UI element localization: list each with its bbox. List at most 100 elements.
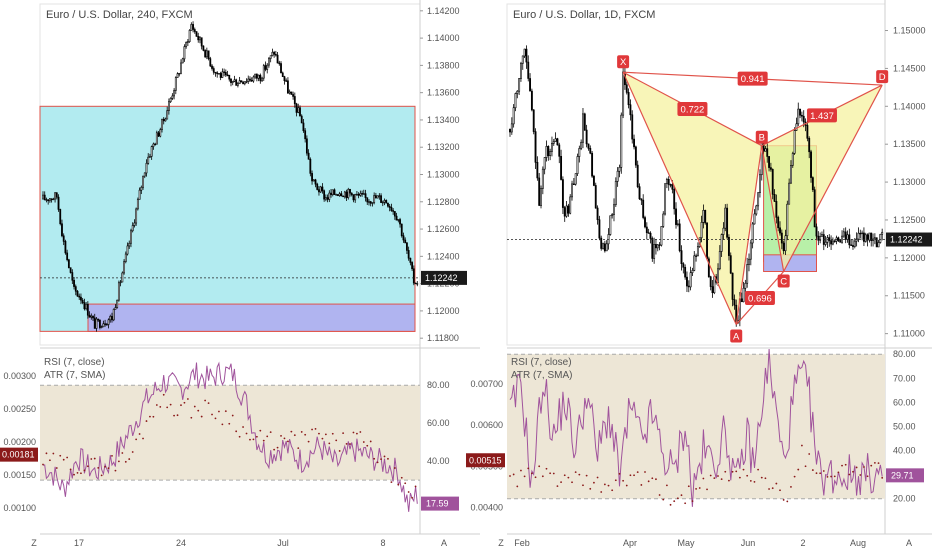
candle-body: [250, 80, 253, 82]
candle-body: [273, 51, 276, 55]
candle-body: [777, 217, 780, 229]
candle-body: [859, 232, 862, 235]
candle-body: [362, 193, 365, 195]
candle-body: [193, 29, 196, 32]
candle-body: [680, 250, 683, 264]
candle-body: [655, 244, 657, 249]
candle-body: [342, 195, 345, 198]
candle-body: [121, 272, 124, 283]
candle-body: [800, 114, 803, 117]
price-tick-label: 1.11800: [427, 333, 459, 343]
atr-dot: [59, 454, 62, 457]
candle-body: [369, 201, 372, 204]
time-tick-label: 8: [380, 538, 385, 548]
candle-body: [205, 50, 208, 58]
point-label-b: B: [759, 133, 765, 144]
atr-dot: [414, 485, 417, 488]
price-tick-label: 1.13200: [427, 142, 460, 152]
atr-dot: [815, 472, 818, 475]
rsi-value-badge: [886, 468, 924, 483]
atr-dot: [155, 404, 158, 406]
candle-body: [569, 196, 572, 214]
atr-dot: [782, 499, 785, 501]
candle-body: [395, 215, 398, 221]
candle-body: [338, 193, 341, 196]
price-tick-label: 1.14000: [893, 101, 926, 111]
price-tick-label: 1.13600: [427, 88, 460, 98]
candle-body: [90, 315, 93, 318]
candle-body: [67, 259, 70, 269]
atr-dot: [636, 471, 639, 474]
candle-body: [350, 192, 353, 195]
candle-body: [684, 267, 687, 278]
chart-eurusd-240[interactable]: 1.14200 1.14000 1.13800 1.13600 1.13400 1.132…: [0, 0, 480, 548]
candle-body: [682, 263, 685, 268]
ratio-label-bd: 1.437: [810, 111, 834, 122]
candle-body: [633, 138, 635, 148]
candle-body: [299, 107, 301, 117]
price-tick-label: 1.13000: [427, 170, 460, 180]
candle-body: [853, 240, 856, 247]
rsi-tick-label: 40.00: [427, 456, 450, 466]
candle-body: [412, 268, 415, 284]
candle-body: [514, 93, 517, 109]
candle-body: [281, 72, 284, 77]
candle-body: [647, 232, 650, 234]
candle-body: [592, 175, 595, 186]
atr-dot: [152, 415, 155, 418]
candle-body: [311, 173, 313, 182]
candle-body: [54, 192, 56, 200]
candle-body: [200, 37, 203, 47]
candle-body: [240, 80, 243, 83]
candle-body: [376, 195, 379, 199]
candle-body: [147, 156, 150, 164]
candle-body: [645, 226, 648, 233]
candle-body: [609, 215, 612, 235]
atr-dot: [574, 471, 577, 474]
rsi-tick-label: 50.00: [893, 421, 916, 431]
atr-dot: [62, 458, 65, 461]
candle-body: [195, 31, 198, 37]
atr-dot: [811, 469, 814, 471]
candle-body: [314, 179, 317, 185]
rsi-value-label: 17.59: [426, 499, 449, 509]
ratio-label-xd: 0.941: [741, 74, 765, 85]
candle-body: [209, 58, 212, 67]
atr-dot: [380, 458, 382, 461]
atr-dot: [149, 415, 151, 418]
candle-body: [347, 188, 350, 199]
candle-body: [74, 286, 77, 292]
atr-dot: [655, 478, 657, 481]
atr-dot: [183, 401, 186, 404]
leg-bc: [761, 145, 785, 272]
chart-title: Euro / U.S. Dollar, 240, FXCM: [46, 9, 193, 21]
time-tick-label: Jul: [277, 538, 289, 548]
atr-dot: [520, 469, 522, 472]
atr-dot: [304, 433, 307, 436]
candle-body: [142, 175, 144, 188]
point-marker-b: [755, 130, 768, 144]
atr-dot: [128, 458, 131, 460]
atr-dot: [833, 475, 836, 478]
candle-body: [821, 234, 823, 237]
atr-dot: [135, 438, 138, 441]
pattern-xab-fill: [623, 72, 762, 325]
candle-body: [521, 55, 524, 64]
candle-body: [571, 183, 573, 198]
atr-dot: [881, 476, 884, 479]
chart-eurusd-1d[interactable]: X A B C D 0.722 0.941 0.696 1.437 1.15000 1.14500 1…: [466, 0, 932, 548]
atr-dot: [523, 475, 526, 478]
candle-body: [157, 132, 160, 137]
atr-dot: [757, 468, 760, 471]
candle-body: [815, 226, 818, 237]
leg-cd: [783, 84, 883, 272]
candle-body: [875, 237, 878, 248]
candle-body: [866, 234, 869, 241]
atr-dot: [582, 484, 584, 487]
atr-dot: [273, 448, 276, 451]
candle-body: [224, 72, 227, 76]
candle-body: [753, 213, 756, 225]
candle-body: [305, 138, 308, 154]
candle-body: [76, 290, 79, 297]
atr-dot: [749, 479, 752, 482]
